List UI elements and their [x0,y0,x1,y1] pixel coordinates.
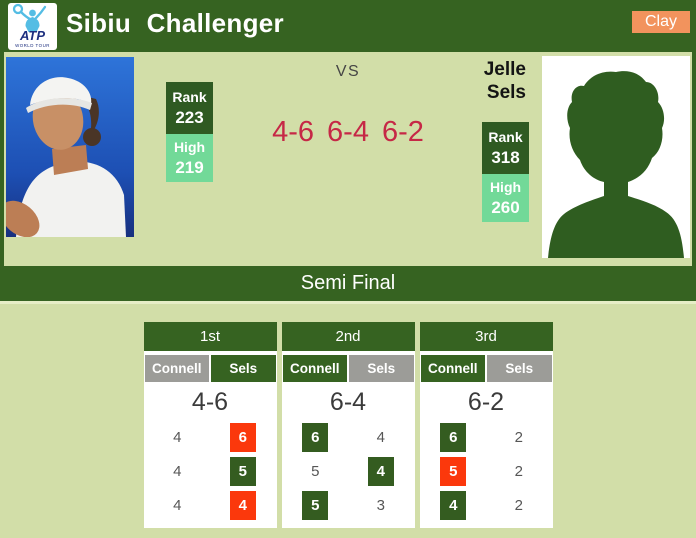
player-header-cell-connell: Connell [144,355,209,382]
player-left-high-box: High 219 [166,134,213,182]
player-left-rank-box: Rank 223 [166,82,213,134]
sets-table: 1st Connell Sels 4-6 4 6 4 5 4 4 2nd Connell Sels 6-4… [0,322,696,528]
atp-world-tour-logo[interactable]: ATP WORLD TOUR [8,3,57,50]
set-score: 6-2 [467,387,505,416]
player-left-photo-image [6,57,134,237]
header-bar: ATP WORLD TOUR Sibiu Challenger Clay [0,0,696,52]
set-column-2nd: 2nd Connell Sels 6-4 6 4 5 4 5 3 [281,322,415,528]
game-cell: 5 [210,454,276,488]
game-cell: 4 [421,488,487,522]
player-header-cell-sels: Sels [349,355,414,382]
svg-text:ATP: ATP [19,28,45,43]
game-value-box: 6 [302,422,329,452]
game-cell: 4 [145,454,211,488]
game-value: 4 [173,462,182,480]
player-header-cell-connell: Connell [282,355,347,382]
player-header-row: Connell Sels [282,355,414,382]
player-right-high-box: High 260 [482,174,529,222]
game-value-box: 4 [367,456,394,486]
game-cell: 5 [283,454,349,488]
set-number-header: 3rd [419,322,553,351]
game-value-box: 6 [440,422,467,452]
players-section: Rank 223 High 219 VS 4-6 6-4 6-2 Jelle S… [0,52,696,266]
game-value: 2 [514,462,523,480]
game-value-box: 5 [440,456,467,486]
game-value: 4 [173,428,182,446]
game-cell: 6 [210,420,276,454]
set-number-header: 1st [143,322,277,351]
player-right-stats: Rank 318 High 260 [482,122,529,222]
game-cell: 3 [348,488,414,522]
set-score: 6-4 [329,387,367,416]
game-value: 2 [514,496,523,514]
game-value: 5 [311,462,320,480]
high-value: 219 [175,157,204,177]
game-value-box: 5 [229,456,256,486]
game-value: 4 [376,428,385,446]
rank-label: Rank [488,128,523,145]
svg-text:WORLD TOUR: WORLD TOUR [15,43,50,48]
set-number-header: 2nd [281,322,415,351]
game-cell: 5 [283,488,349,522]
game-cell: 2 [486,420,552,454]
surface-badge[interactable]: Clay [631,11,690,33]
game-cell: 5 [421,454,487,488]
player-right-photo [542,56,690,258]
player-header-cell-connell: Connell [420,355,485,382]
game-cell: 4 [348,454,414,488]
game-cell: 2 [486,488,552,522]
atp-player-icon: ATP WORLD TOUR [12,3,50,48]
player-header-cell-sels: Sels [211,355,276,382]
game-cell: 4 [145,420,211,454]
rank-value: 223 [175,107,204,127]
set-column-3rd: 3rd Connell Sels 6-2 6 2 5 2 4 2 [419,322,553,528]
page-title: Sibiu Challenger [66,8,284,38]
game-cell: 4 [145,488,211,522]
high-label: High [173,138,206,155]
game-value-box: 4 [440,490,467,520]
player-right-name: Jelle Sels [483,59,526,103]
game-cell: 6 [421,420,487,454]
game-value-box: 6 [229,422,256,452]
high-label: High [489,178,522,195]
game-cell: 2 [486,454,552,488]
player-right-silhouette [542,56,690,258]
game-value: 4 [173,496,182,514]
rank-value: 318 [491,147,520,167]
round-title: Semi Final [0,266,696,304]
game-cell: 6 [283,420,349,454]
vs-label: VS [335,63,361,80]
player-left-stats: Rank 223 High 219 [166,82,213,182]
set-column-1st: 1st Connell Sels 4-6 4 6 4 5 4 4 [143,322,277,528]
rank-label: Rank [172,88,207,105]
game-value: 2 [514,428,523,446]
set-score: 4-6 [191,387,229,416]
high-value: 260 [491,197,520,217]
game-value-box: 4 [229,490,256,520]
player-left-photo [6,57,134,237]
game-value: 3 [376,496,385,514]
player-header-row: Connell Sels [144,355,276,382]
player-header-cell-sels: Sels [487,355,552,382]
game-value-box: 5 [302,490,329,520]
player-header-row: Connell Sels [420,355,552,382]
game-cell: 4 [210,488,276,522]
match-score-summary: 4-6 6-4 6-2 [272,116,424,148]
game-cell: 4 [348,420,414,454]
player-right-rank-box: Rank 318 [482,122,529,174]
